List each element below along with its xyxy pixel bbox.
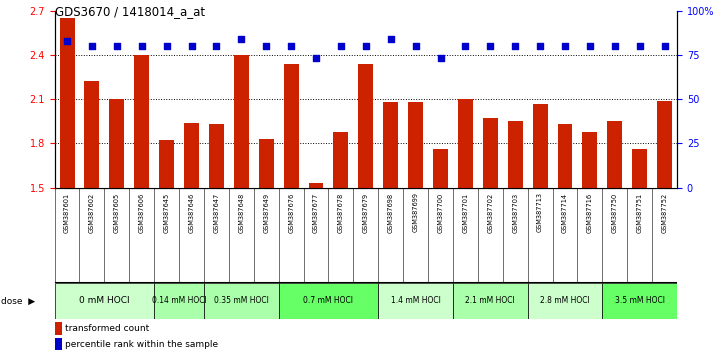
Text: GSM387676: GSM387676: [288, 193, 294, 233]
Text: 0.7 mM HOCl: 0.7 mM HOCl: [304, 296, 354, 306]
Bar: [632, 149, 647, 188]
Text: GSM387602: GSM387602: [89, 193, 95, 233]
Bar: [607, 121, 622, 188]
Text: GSM387703: GSM387703: [513, 193, 518, 233]
Bar: [383, 102, 398, 188]
Point: [459, 43, 471, 49]
Text: GSM387702: GSM387702: [487, 193, 494, 233]
Bar: [358, 64, 373, 188]
Text: 0 mM HOCl: 0 mM HOCl: [79, 296, 130, 306]
Text: GSM387751: GSM387751: [637, 193, 643, 233]
Text: GSM387647: GSM387647: [213, 193, 219, 233]
Text: GSM387750: GSM387750: [612, 193, 618, 233]
Bar: [204, 283, 279, 319]
Bar: [154, 283, 204, 319]
Bar: [134, 55, 149, 188]
Bar: [109, 99, 124, 188]
Text: GDS3670 / 1418014_a_at: GDS3670 / 1418014_a_at: [55, 5, 205, 18]
Text: GSM387701: GSM387701: [462, 193, 468, 233]
Bar: [602, 283, 677, 319]
Text: GSM387677: GSM387677: [313, 193, 319, 233]
Point: [261, 43, 272, 49]
Text: GSM387646: GSM387646: [189, 193, 194, 233]
Bar: [458, 99, 473, 188]
Point: [584, 43, 596, 49]
Text: GSM387605: GSM387605: [114, 193, 120, 233]
Point: [210, 43, 222, 49]
Text: dose  ▶: dose ▶: [1, 296, 36, 306]
Bar: [309, 183, 323, 188]
Bar: [507, 121, 523, 188]
Point: [236, 36, 248, 42]
Point: [510, 43, 521, 49]
Point: [659, 43, 670, 49]
Bar: [279, 283, 379, 319]
Text: 3.5 mM HOCl: 3.5 mM HOCl: [614, 296, 665, 306]
Bar: [333, 132, 349, 188]
Text: GSM387699: GSM387699: [413, 193, 419, 232]
Bar: [558, 124, 572, 188]
Text: GSM387700: GSM387700: [438, 193, 443, 233]
Point: [609, 43, 621, 49]
Bar: [533, 104, 547, 188]
Text: transformed count: transformed count: [66, 324, 149, 333]
Point: [136, 43, 148, 49]
Bar: [528, 283, 602, 319]
Bar: [483, 118, 498, 188]
Text: 0.35 mM HOCl: 0.35 mM HOCl: [214, 296, 269, 306]
Point: [111, 43, 123, 49]
Text: GSM387678: GSM387678: [338, 193, 344, 233]
Point: [285, 43, 297, 49]
Point: [435, 56, 446, 61]
Point: [61, 38, 73, 44]
Text: GSM387713: GSM387713: [537, 193, 543, 232]
Point: [534, 43, 546, 49]
Bar: [159, 141, 174, 188]
Point: [161, 43, 173, 49]
Text: GSM387714: GSM387714: [562, 193, 568, 233]
Point: [634, 43, 646, 49]
Bar: [55, 322, 62, 335]
Bar: [582, 132, 598, 188]
Bar: [379, 283, 453, 319]
Text: GSM387648: GSM387648: [238, 193, 245, 233]
Text: GSM387606: GSM387606: [139, 193, 145, 233]
Text: 2.1 mM HOCl: 2.1 mM HOCl: [465, 296, 515, 306]
Text: 1.4 mM HOCl: 1.4 mM HOCl: [391, 296, 440, 306]
Text: GSM387698: GSM387698: [388, 193, 394, 233]
Bar: [209, 124, 224, 188]
Bar: [84, 81, 100, 188]
Text: GSM387716: GSM387716: [587, 193, 593, 233]
Bar: [60, 18, 74, 188]
Text: 0.14 mM HOCl: 0.14 mM HOCl: [151, 296, 207, 306]
Point: [186, 43, 197, 49]
Point: [485, 43, 496, 49]
Point: [335, 43, 347, 49]
Text: GSM387752: GSM387752: [662, 193, 668, 233]
Bar: [284, 64, 298, 188]
Text: GSM387645: GSM387645: [164, 193, 170, 233]
Text: GSM387679: GSM387679: [363, 193, 369, 233]
Bar: [184, 123, 199, 188]
Point: [559, 43, 571, 49]
Point: [385, 36, 397, 42]
Bar: [433, 149, 448, 188]
Bar: [258, 139, 274, 188]
Text: percentile rank within the sample: percentile rank within the sample: [66, 340, 218, 349]
Bar: [453, 283, 528, 319]
Bar: [234, 55, 249, 188]
Point: [410, 43, 422, 49]
Text: 2.8 mM HOCl: 2.8 mM HOCl: [540, 296, 590, 306]
Point: [360, 43, 372, 49]
Point: [310, 56, 322, 61]
Bar: [657, 101, 672, 188]
Text: GSM387649: GSM387649: [264, 193, 269, 233]
Point: [86, 43, 98, 49]
Text: GSM387601: GSM387601: [64, 193, 70, 233]
Bar: [55, 338, 62, 350]
Bar: [55, 283, 154, 319]
Bar: [408, 102, 423, 188]
